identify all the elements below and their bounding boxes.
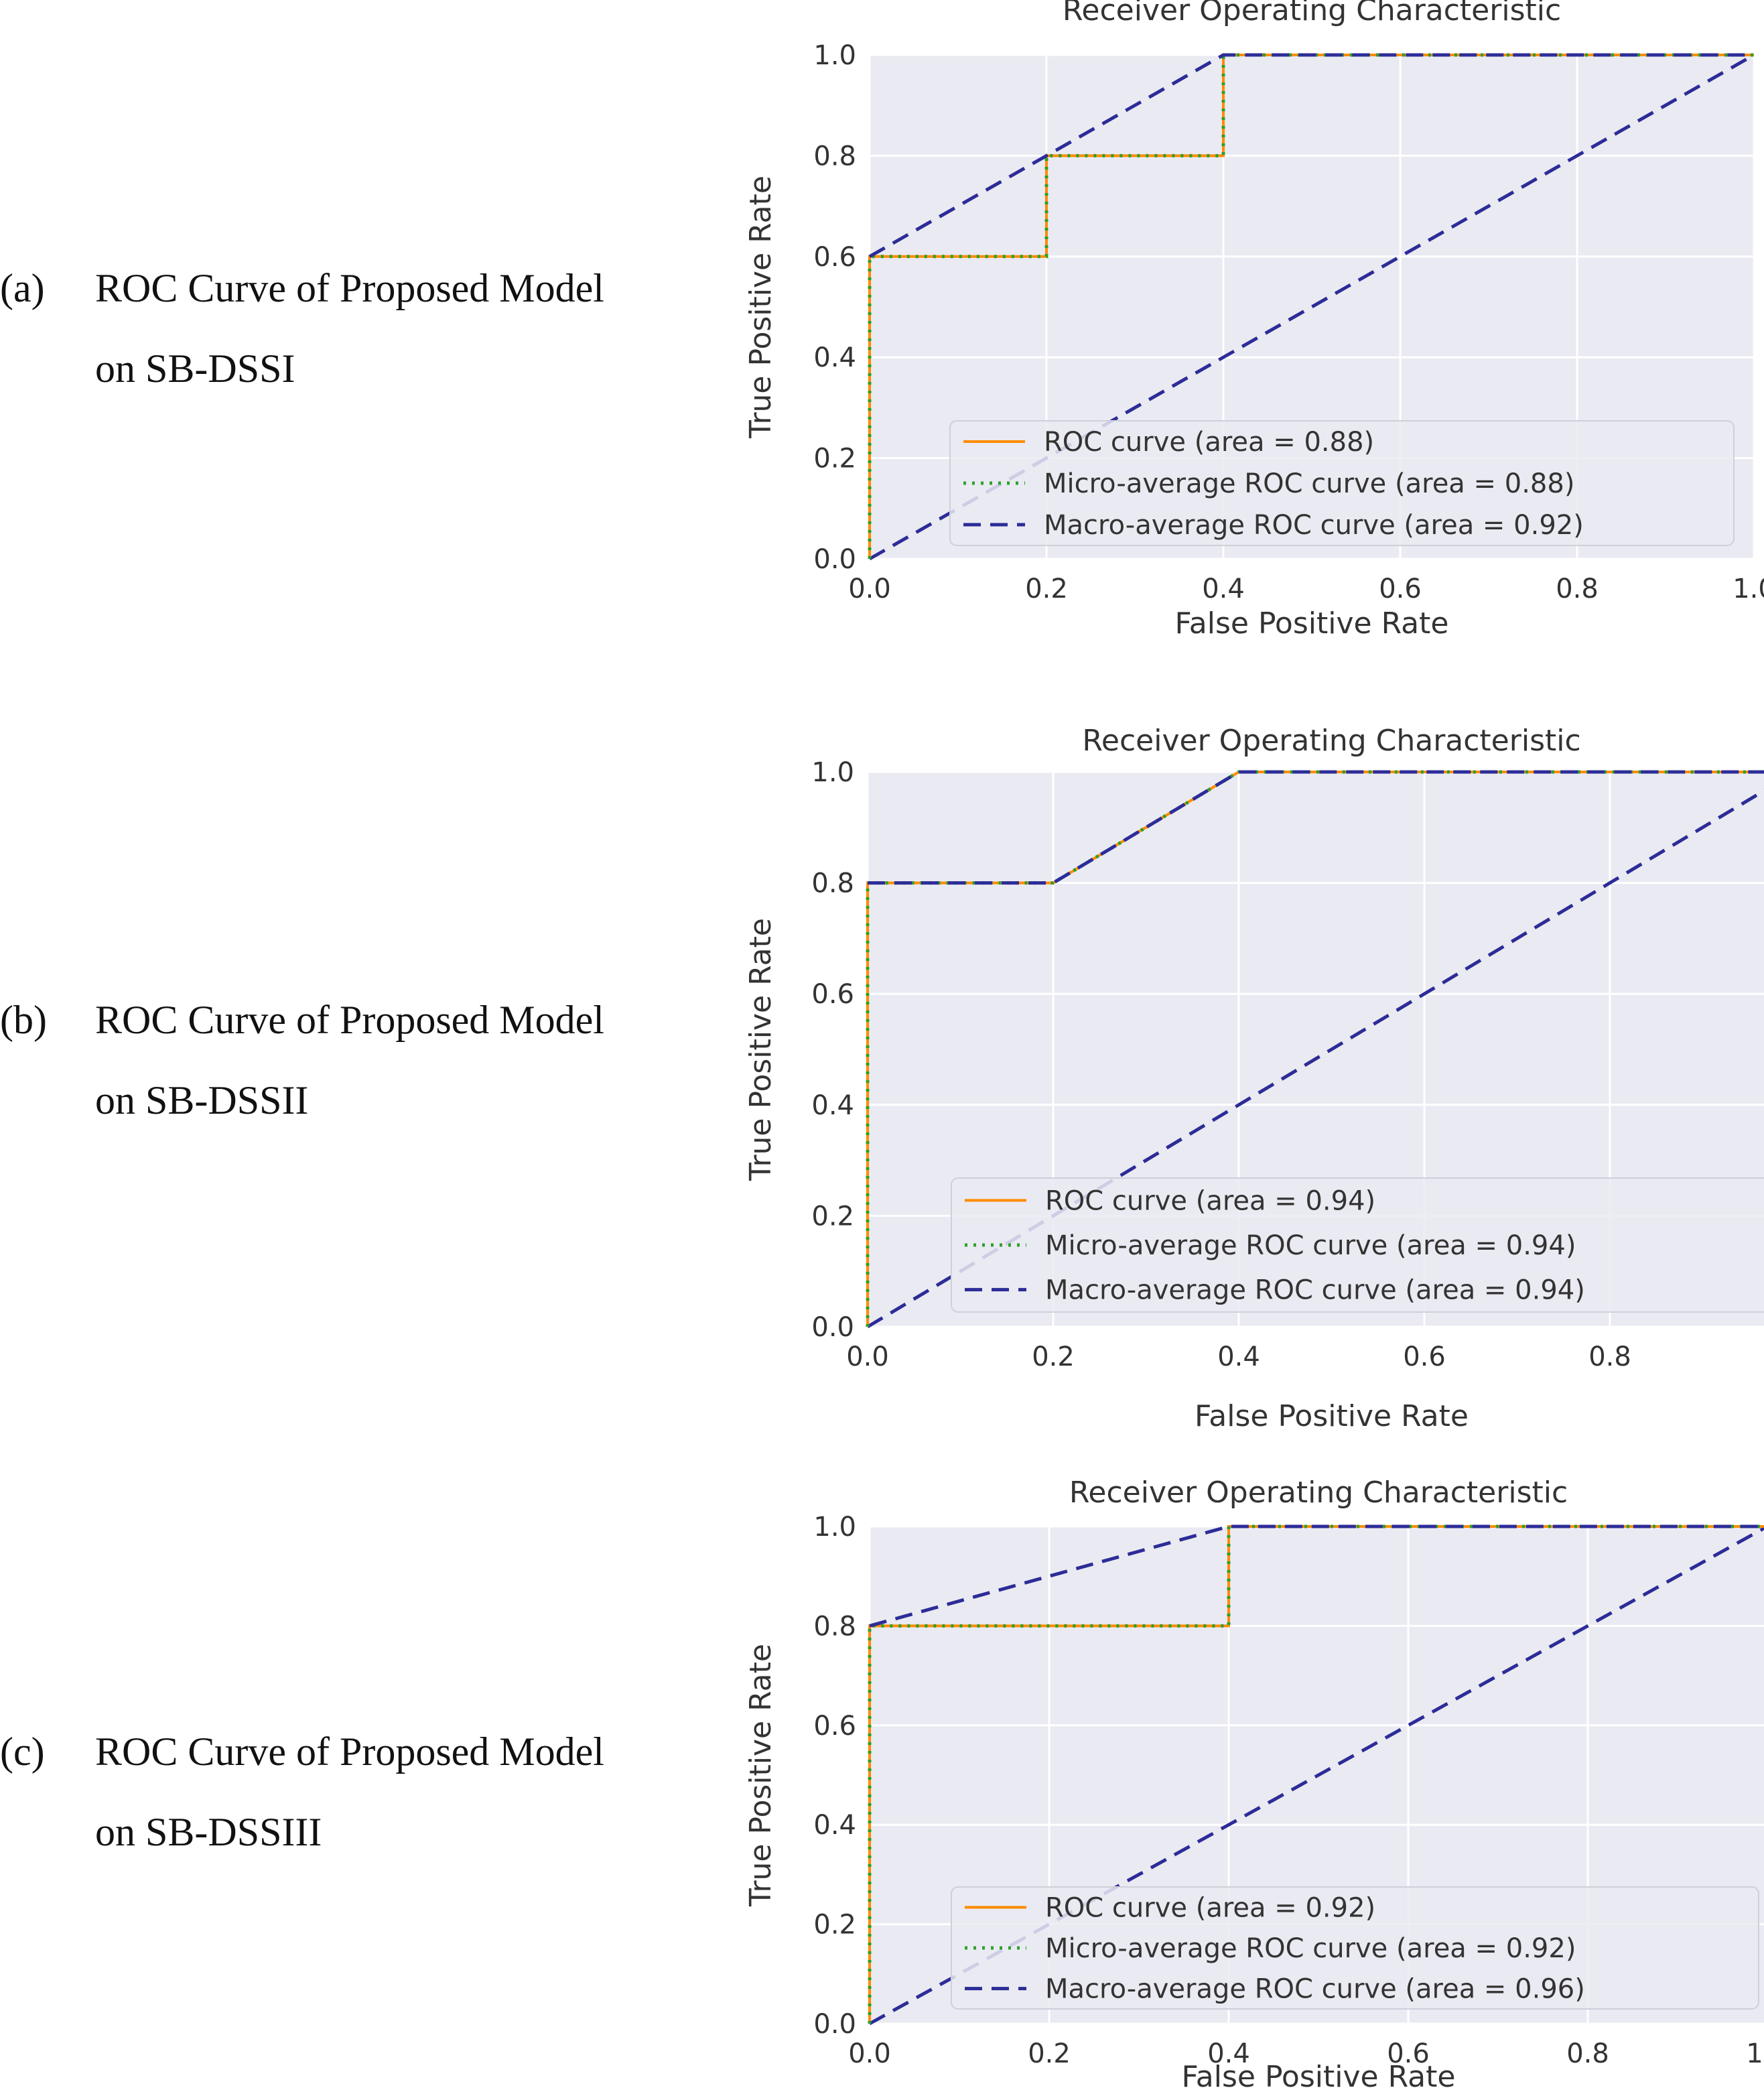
caption-b-text: ROC Curve of Proposed Model on SB-DSSII: [95, 980, 711, 1140]
y-tick-label: 1.0: [811, 757, 854, 788]
x-tick-label: 0.0: [848, 2038, 891, 2069]
y-tick-label: 0.4: [813, 1810, 856, 1841]
x-tick-label: 0.2: [1025, 574, 1068, 604]
x-axis-label: False Positive Rate: [1175, 606, 1449, 641]
y-tick-label: 0.8: [813, 141, 856, 172]
legend-box: [951, 1886, 1759, 2010]
y-tick-label: 0.4: [813, 342, 856, 373]
y-tick-label: 0.4: [811, 1090, 854, 1121]
chart-title: Receiver Operating Characteristic: [1069, 1476, 1568, 1510]
reference-diagonal-line: [866, 789, 1764, 1329]
y-tick-label: 0.8: [813, 1611, 856, 1642]
roc-chart-b: 0.00.20.40.60.81.00.00.20.40.60.81.0Rece…: [744, 724, 1764, 1433]
legend-label: ROC curve (area = 0.94): [1045, 1185, 1375, 1216]
caption-a-line2: on SB-DSSI: [95, 346, 295, 391]
caption-b-line1: ROC Curve of Proposed Model: [95, 998, 604, 1042]
y-tick-label: 0.2: [811, 1201, 854, 1232]
x-tick-label: 0.8: [1566, 2038, 1609, 2069]
legend-box: [949, 420, 1735, 546]
y-axis-label: True Positive Rate: [744, 1644, 778, 1907]
caption-b-label: (b): [0, 998, 47, 1042]
legend: ROC curve (area = 0.92) Micro-average ROC…: [951, 1886, 1759, 2010]
macro-average-roc-line: [868, 770, 1764, 885]
x-tick-label: 0.4: [1207, 2038, 1250, 2069]
x-tick-label: 0.6: [1403, 1342, 1446, 1372]
legend-label: Macro-average ROC curve (area = 0.96): [1045, 1974, 1585, 2005]
chart-title: Receiver Operating Characteristic: [1082, 724, 1580, 758]
x-tick-label: 1.0: [1733, 574, 1764, 604]
x-tick-label: 0.8: [1588, 1342, 1631, 1372]
y-tick-label: 1.0: [813, 40, 856, 71]
micro-average-roc-line: [866, 770, 1764, 1327]
legend-label: ROC curve (area = 0.88): [1044, 427, 1374, 458]
x-tick-label: 0.8: [1556, 574, 1599, 604]
y-tick-label: 0.2: [813, 444, 856, 474]
y-tick-label: 0.8: [811, 868, 854, 899]
y-tick-label: 0.2: [813, 1910, 856, 1941]
x-tick-label: 0.2: [1028, 2038, 1071, 2069]
caption-c-line1: ROC Curve of Proposed Model: [95, 1729, 604, 1774]
x-tick-label: 0.0: [848, 574, 891, 604]
roc-chart-a: 0.0 0.2 0.4 0.6 0.8 1.0 0.0 0.2 0.4 0.6 0.8 1.0 Rece…: [744, 0, 1764, 641]
legend-label: Macro-average ROC curve (area = 0.94): [1045, 1275, 1585, 1306]
y-axis-label: True Positive Rate: [744, 918, 778, 1181]
legend: ROC curve (area = 0.88) Micro-average ROC…: [949, 420, 1735, 546]
y-tick-label: 0.0: [811, 1312, 854, 1343]
x-tick-label: 1.0: [1746, 2038, 1764, 2069]
legend-box: [951, 1177, 1764, 1313]
y-tick-label: 0.0: [813, 2009, 856, 2040]
legend: ROC curve (area = 0.94) Micro-average ROC…: [951, 1177, 1764, 1313]
x-tick-label: 0.4: [1217, 1342, 1260, 1372]
x-tick-label: 0.4: [1202, 574, 1245, 604]
caption-a-label: (a): [0, 266, 45, 310]
x-tick-label: 0.6: [1379, 574, 1422, 604]
caption-c-label: (c): [0, 1729, 45, 1774]
y-axis-label: True Positive Rate: [744, 176, 778, 439]
x-tick-label: 0.2: [1032, 1342, 1075, 1372]
caption-a-line1: ROC Curve of Proposed Model: [95, 266, 604, 310]
legend-label: Micro-average ROC curve (area = 0.92): [1045, 1933, 1576, 1964]
legend-label: Micro-average ROC curve (area = 0.88): [1044, 468, 1574, 499]
roc-chart-c: 0.0 0.2 0.4 0.6 0.8 1.0 0.0 0.2 0.4 0.6 0.8 1.0 Rece…: [744, 1476, 1764, 2090]
caption-c-text: ROC Curve of Proposed Model on SB-DSSIII: [95, 1711, 711, 1872]
chart-title: Receiver Operating Characteristic: [1063, 0, 1561, 27]
x-tick-label: 0.6: [1387, 2038, 1430, 2069]
caption-a-text: ROC Curve of Proposed Model on SB-DSSI: [95, 248, 711, 409]
x-axis-label: False Positive Rate: [1182, 2060, 1456, 2090]
legend-label: Micro-average ROC curve (area = 0.94): [1045, 1230, 1576, 1261]
y-tick-label: 0.0: [813, 544, 856, 575]
caption-c-line2: on SB-DSSIII: [95, 1810, 322, 1854]
caption-b-line2: on SB-DSSII: [95, 1078, 309, 1122]
y-tick-label: 0.6: [811, 979, 854, 1010]
y-tick-label: 0.6: [813, 1711, 856, 1742]
x-tick-label: 0.0: [846, 1342, 889, 1372]
y-tick-label: 1.0: [813, 1512, 856, 1543]
legend-label: ROC curve (area = 0.92): [1045, 1892, 1375, 1923]
legend-label: Macro-average ROC curve (area = 0.92): [1044, 510, 1584, 541]
macro-average-roc-line: [869, 1524, 1764, 1628]
x-axis-label: False Positive Rate: [1195, 1399, 1469, 1433]
y-tick-label: 0.6: [813, 242, 856, 273]
macro-average-roc-line: [868, 53, 1754, 258]
